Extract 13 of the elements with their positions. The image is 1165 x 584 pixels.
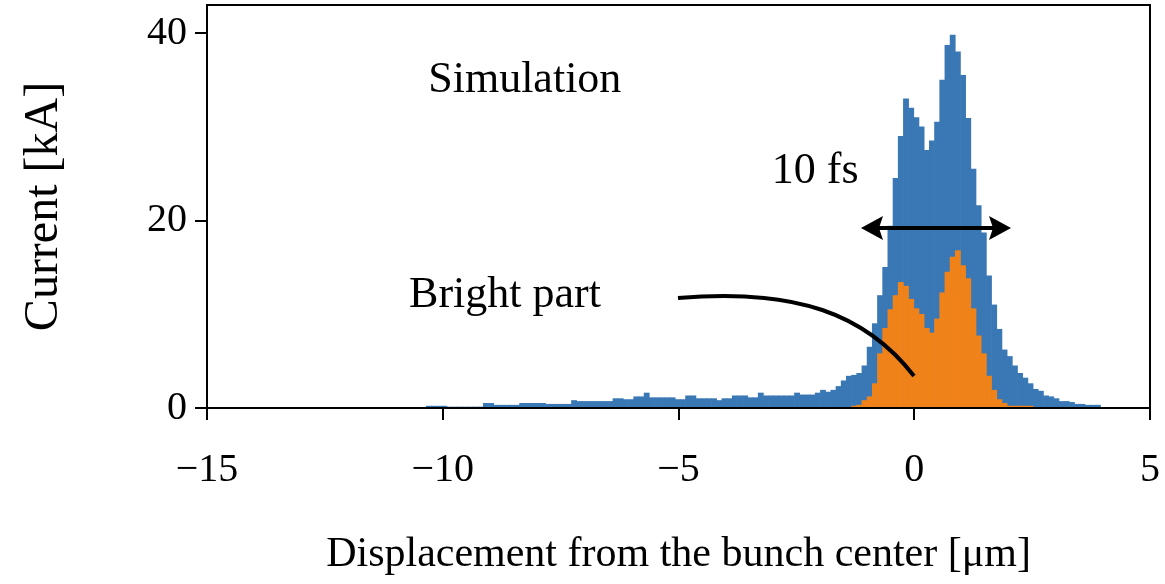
- y-tick-label: 0: [167, 382, 187, 428]
- x-tick-label: −10: [411, 444, 475, 490]
- x-tick-label: 0: [904, 444, 925, 490]
- x-tick-label: 5: [1140, 444, 1160, 490]
- x-tick-label: −15: [175, 444, 239, 490]
- y-axis-title: Current [kA]: [14, 81, 68, 332]
- x-tick-label: −5: [657, 444, 700, 490]
- annotation: Simulation: [428, 52, 622, 102]
- y-tick-label: 20: [147, 195, 187, 241]
- y-tick-label: 40: [147, 7, 187, 53]
- x-axis-title: Displacement from the bunch center [μm]: [326, 528, 1031, 575]
- annotation: Bright part: [409, 267, 601, 317]
- annotation: 10 fs: [771, 144, 859, 194]
